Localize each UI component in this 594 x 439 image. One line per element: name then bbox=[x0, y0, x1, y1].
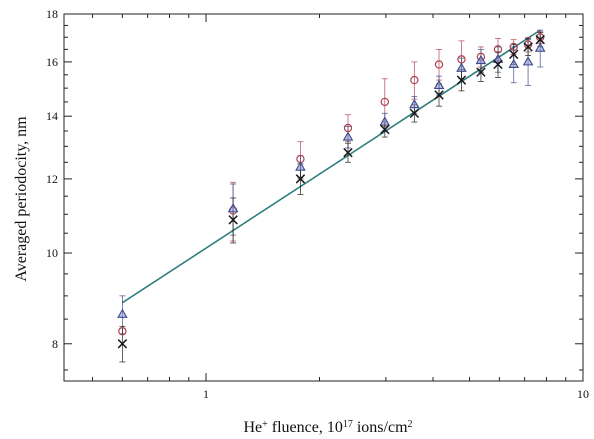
data-point-circle bbox=[434, 60, 444, 69]
data-point-cross bbox=[409, 108, 420, 119]
y-tick-label: 12 bbox=[46, 172, 58, 186]
data-point-circle bbox=[493, 45, 503, 54]
error-bar-layer bbox=[119, 29, 544, 363]
x-axis-title-sup3: 2 bbox=[408, 419, 413, 430]
data-point-triangle bbox=[227, 203, 239, 213]
data-point-triangle bbox=[508, 58, 520, 68]
fit-line bbox=[121, 29, 541, 304]
y-tick-label: 18 bbox=[46, 7, 58, 21]
data-point-cross bbox=[117, 339, 128, 349]
fit-line-layer bbox=[121, 29, 541, 304]
series-cross bbox=[117, 34, 545, 349]
data-point-cross bbox=[380, 124, 390, 135]
y-tick-label: 14 bbox=[46, 109, 58, 123]
data-point-triangle bbox=[456, 62, 467, 72]
y-tick-label: 10 bbox=[46, 246, 58, 260]
y-axis-title: Averaged periodocity, nm bbox=[13, 116, 30, 282]
series-circle bbox=[118, 33, 545, 336]
data-point-cross bbox=[523, 42, 533, 52]
x-tick-label: 10 bbox=[577, 387, 589, 401]
series-triangle bbox=[117, 42, 546, 318]
data-point-cross bbox=[434, 90, 444, 100]
data-point-circle bbox=[380, 97, 389, 107]
y-tick-label: 16 bbox=[46, 55, 58, 69]
x-axis-title-mid: fluence, 10 bbox=[268, 419, 343, 436]
data-point-triangle bbox=[295, 161, 306, 171]
data-point-triangle bbox=[433, 79, 445, 89]
data-point-triangle bbox=[342, 131, 354, 141]
data-point-circle bbox=[536, 33, 545, 42]
data-point-cross bbox=[343, 147, 353, 158]
data-point-triangle bbox=[379, 116, 391, 126]
data-point-triangle bbox=[534, 42, 546, 52]
data-point-cross bbox=[535, 34, 545, 45]
data-point-cross bbox=[456, 75, 467, 85]
data-point-triangle bbox=[409, 99, 420, 109]
data-point-triangle bbox=[522, 56, 534, 66]
data-point-cross bbox=[295, 174, 306, 184]
data-point-cross bbox=[476, 67, 486, 77]
x-axis-title: He+ fluence, 1017 ions/cm2 bbox=[243, 419, 412, 437]
data-point-circle bbox=[410, 75, 419, 85]
data-point-circle bbox=[509, 42, 518, 52]
data-point-triangle bbox=[492, 53, 504, 63]
data-point-circle bbox=[118, 327, 127, 336]
x-axis-title-sup2: 17 bbox=[343, 419, 353, 430]
x-axis-title-mid2: ions/cm bbox=[353, 419, 408, 436]
tick-layer: 1 10 8 10 12 14 16 18 bbox=[46, 7, 589, 401]
data-point-cross bbox=[228, 215, 238, 225]
data-point-circle bbox=[523, 40, 533, 49]
x-axis-title-main: He bbox=[243, 419, 262, 436]
data-point-cross bbox=[493, 59, 503, 70]
data-point-triangle bbox=[117, 308, 128, 318]
y-tick-label: 8 bbox=[52, 337, 58, 351]
marker-layer bbox=[117, 33, 546, 349]
data-point-triangle bbox=[475, 54, 487, 65]
x-tick-label: 1 bbox=[203, 387, 209, 401]
plot-frame bbox=[63, 13, 584, 382]
x-axis-title-sup1: + bbox=[262, 419, 268, 430]
data-point-cross bbox=[508, 49, 519, 60]
